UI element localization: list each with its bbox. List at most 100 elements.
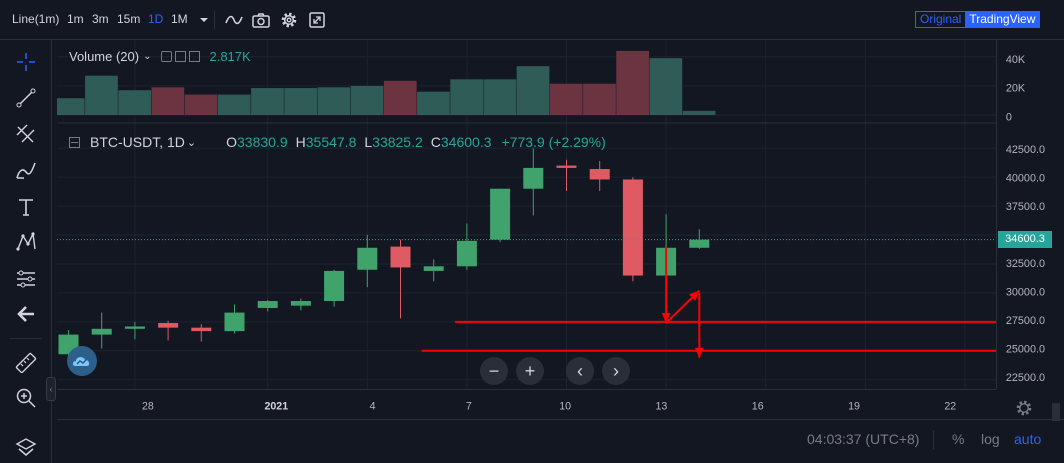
axis-settings-gear-icon[interactable] — [1013, 397, 1035, 419]
chevron-down-icon[interactable] — [193, 9, 215, 31]
indicator-wave-icon[interactable] — [223, 9, 245, 31]
candle-body — [290, 301, 311, 306]
open-label: O — [226, 134, 238, 150]
timeframe-1d[interactable]: 1D — [148, 12, 164, 26]
chevron-down-icon[interactable]: ⌄ — [186, 136, 197, 149]
time-tick-label: 28 — [142, 400, 154, 412]
volume-tick-label: 40K — [1006, 54, 1026, 66]
high-label: H — [295, 134, 306, 150]
volume-bar — [649, 58, 683, 115]
volume-bar — [350, 85, 384, 115]
price-tick-label: 37500.0 — [1006, 201, 1045, 213]
candle-body — [689, 239, 710, 248]
chart-plot-area[interactable] — [57, 40, 996, 389]
timeframe-3m[interactable]: 3m — [92, 12, 109, 26]
time-tick-label: 22 — [944, 400, 956, 412]
candles — [58, 148, 710, 357]
high-value: 35547.8 — [305, 134, 357, 150]
volume-bar — [217, 94, 251, 115]
candle-body — [589, 169, 610, 180]
scroll-right-button[interactable]: › — [602, 357, 630, 385]
camera-icon[interactable] — [250, 9, 272, 31]
text-tool-icon[interactable] — [14, 195, 38, 219]
price-axis[interactable]: 42500.040000.037500.035000.032500.030000… — [996, 40, 1064, 389]
volume-bar — [284, 88, 317, 115]
candle-body — [191, 327, 212, 332]
chart-type-selector[interactable]: Line(1m) — [12, 12, 60, 26]
arrow-left-icon[interactable] — [14, 302, 38, 326]
top-toolbar: Line(1m) 1m 3m 15m 1D 1M Original Tradin… — [0, 0, 1064, 40]
time-axis[interactable]: 28 2021 4 7 10 13 16 19 22 — [57, 389, 996, 419]
log-scale-toggle[interactable]: log — [981, 431, 1000, 447]
zoom-out-button[interactable]: − — [480, 357, 508, 385]
timeframe-15m[interactable]: 15m — [117, 12, 141, 26]
close-value: 34600.3 — [440, 134, 492, 150]
collapse-legend-icon[interactable] — [69, 136, 80, 148]
toolbar-divider — [10, 338, 42, 339]
timeframe-1month[interactable]: 1M — [171, 12, 188, 26]
timeframe-1m[interactable]: 1m — [67, 12, 84, 26]
volume-bar — [383, 80, 417, 115]
time-tick-label: 19 — [848, 400, 860, 412]
settings-icon[interactable] — [175, 51, 187, 62]
symbol-legend: BTC-USDT, 1D ⌄ O 33830.9 H 35547.8 L 33825.… — [69, 134, 606, 150]
scrollbar-handle[interactable] — [1052, 403, 1060, 421]
trend-line-icon[interactable] — [14, 86, 38, 110]
volume-legend: Volume (20) ⌄ 2.817K — [69, 49, 251, 64]
scroll-left-button[interactable]: ‹ — [566, 357, 594, 385]
gear-icon[interactable] — [278, 9, 300, 31]
view-toggle: Original TradingView — [915, 11, 1041, 28]
volume-bar — [583, 83, 616, 115]
volume-bar — [317, 87, 351, 115]
candle-body — [523, 167, 544, 189]
price-tick-label: 40000.0 — [1006, 173, 1045, 185]
pattern-tool-icon[interactable] — [14, 230, 38, 254]
volume-bar — [184, 94, 218, 115]
price-tick-label: 30000.0 — [1006, 287, 1045, 299]
view-original-button[interactable]: Original — [916, 12, 966, 27]
volume-bar — [251, 88, 284, 115]
crosshair-icon[interactable] — [14, 50, 38, 74]
volume-bar — [118, 90, 151, 115]
symbol-name[interactable]: BTC-USDT, 1D — [90, 134, 185, 150]
volume-bar — [516, 66, 550, 115]
open-value: 33830.9 — [237, 134, 288, 150]
toolbar-divider — [214, 11, 215, 29]
drawing-toolbar — [0, 40, 52, 463]
eye-icon[interactable] — [161, 51, 173, 62]
candle-body — [456, 240, 477, 267]
time-tick-label: 10 — [559, 400, 571, 412]
auto-scale-toggle[interactable]: auto — [1014, 431, 1042, 447]
low-label: L — [364, 134, 373, 150]
candle-body — [357, 247, 378, 270]
volume-bar — [151, 87, 185, 115]
ruler-icon[interactable] — [14, 351, 38, 375]
hide-drawings-icon[interactable] — [14, 436, 38, 460]
time-tick-label: 7 — [466, 400, 472, 412]
fib-tool-icon[interactable] — [14, 267, 38, 291]
volume-bar — [85, 75, 118, 115]
volume-legend-label: Volume (20) — [69, 49, 140, 64]
zoom-in-button[interactable]: + — [516, 357, 544, 385]
clock-timezone[interactable]: 04:03:37 (UTC+8) — [807, 431, 920, 447]
last-price-label: 34600.3 — [998, 231, 1052, 249]
volume-bar — [57, 98, 85, 115]
price-tick-label: 22500.0 — [1006, 372, 1045, 384]
volume-tick-label: 20K — [1006, 83, 1026, 95]
candle-body — [158, 323, 179, 328]
collapse-toolbar-icon[interactable]: ‹ — [46, 377, 56, 401]
parallel-channel-icon[interactable] — [14, 122, 38, 146]
candle-body — [622, 179, 643, 276]
volume-bar — [616, 50, 649, 116]
chevron-down-icon[interactable]: ⌄ — [143, 51, 152, 62]
view-tradingview-button[interactable]: TradingView — [965, 12, 1040, 27]
change-value: +773.9 (+2.29%) — [501, 134, 606, 150]
brush-icon[interactable] — [14, 158, 38, 182]
time-tick-label: 16 — [752, 400, 764, 412]
percent-scale-toggle[interactable]: % — [952, 431, 965, 447]
volume-bar — [450, 79, 483, 115]
fullscreen-icon[interactable] — [306, 9, 328, 31]
volume-bar — [483, 79, 517, 115]
close-icon[interactable] — [189, 51, 201, 62]
zoom-in-icon[interactable] — [14, 386, 38, 410]
